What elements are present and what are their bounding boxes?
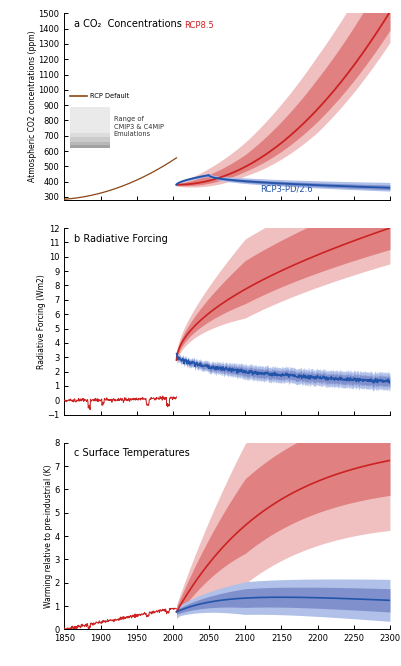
Y-axis label: Atmospheric CO2 concentrations (ppm): Atmospheric CO2 concentrations (ppm) — [28, 31, 37, 182]
Y-axis label: Radiative Forcing (Wm2): Radiative Forcing (Wm2) — [37, 274, 46, 369]
Y-axis label: Warming relative to pre-industrial (K): Warming relative to pre-industrial (K) — [44, 464, 53, 608]
Bar — [70, 133, 109, 137]
Text: RCP3-PD/2.6: RCP3-PD/2.6 — [259, 184, 312, 194]
Bar — [70, 142, 109, 145]
Bar — [70, 107, 109, 133]
Text: RCP Default: RCP Default — [89, 93, 129, 99]
Bar — [70, 137, 109, 142]
Text: RCP8.5: RCP8.5 — [183, 21, 213, 30]
Text: b Radiative Forcing: b Radiative Forcing — [74, 234, 168, 244]
Text: c Surface Temperatures: c Surface Temperatures — [74, 448, 189, 458]
Bar — [70, 145, 109, 148]
Text: Range of
CMIP3 & C4MIP
Emulations: Range of CMIP3 & C4MIP Emulations — [113, 116, 163, 137]
Text: a CO₂  Concentrations: a CO₂ Concentrations — [74, 19, 182, 29]
